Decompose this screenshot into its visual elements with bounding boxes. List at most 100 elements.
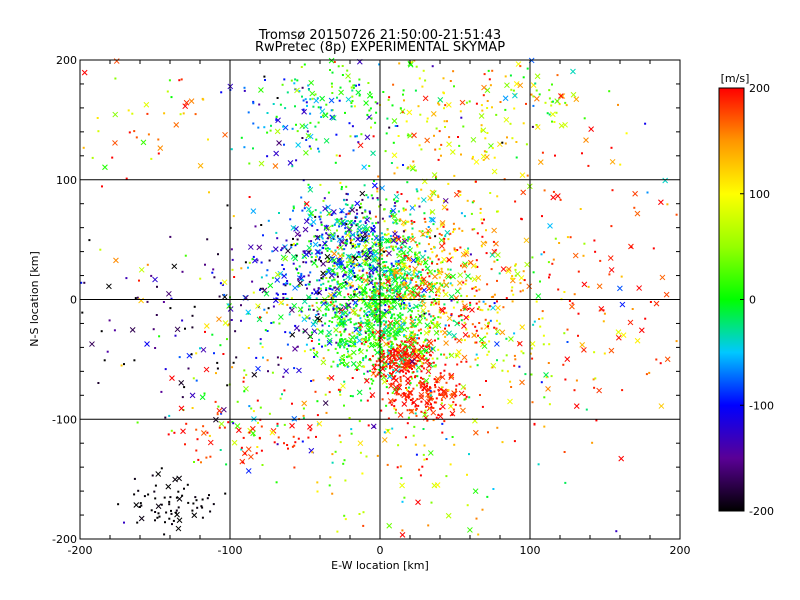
- scatter-cross: [363, 100, 369, 106]
- scatter-dot: [532, 323, 535, 326]
- scatter-dot: [579, 208, 582, 210]
- scatter-dot: [388, 361, 391, 363]
- scatter-dot: [349, 284, 352, 287]
- scatter-dot: [402, 370, 405, 373]
- scatter-cross: [418, 391, 425, 398]
- x-axis-label: E-W location [km]: [331, 559, 429, 572]
- scatter-dot: [644, 122, 647, 125]
- scatter-dot: [375, 256, 377, 259]
- scatter-dot: [284, 331, 287, 334]
- scatter-dot: [331, 224, 334, 227]
- scatter-dot: [229, 226, 232, 229]
- scatter-cross: [352, 309, 358, 315]
- scatter-dot: [340, 304, 343, 307]
- scatter-dot: [420, 376, 422, 379]
- scatter-dot: [412, 273, 415, 276]
- scatter-dot: [396, 166, 399, 169]
- scatter-dot: [435, 381, 438, 384]
- scatter-dot: [358, 513, 361, 515]
- scatter-dot: [490, 268, 493, 271]
- scatter-dot: [465, 360, 468, 363]
- scatter-dot: [169, 235, 172, 238]
- scatter-dot: [336, 315, 339, 318]
- scatter-dot: [463, 321, 466, 324]
- scatter-dot: [101, 185, 103, 188]
- scatter-cross: [410, 236, 416, 243]
- scatter-dot: [350, 239, 352, 242]
- scatter-dot: [304, 283, 307, 286]
- scatter-dot: [375, 304, 377, 307]
- scatter-dot: [361, 472, 364, 475]
- scatter-dot: [402, 207, 405, 210]
- scatter-dot: [471, 228, 474, 231]
- scatter-dot: [392, 342, 394, 345]
- scatter-cross: [444, 229, 451, 236]
- scatter-cross: [301, 400, 308, 407]
- scatter-dot: [282, 375, 285, 378]
- scatter-dot: [383, 301, 386, 304]
- scatter-dot: [452, 306, 455, 309]
- scatter-dot: [411, 233, 414, 236]
- scatter-dot: [344, 111, 346, 114]
- scatter-dot: [352, 307, 355, 310]
- scatter-dot: [392, 249, 395, 252]
- scatter-dot: [370, 378, 373, 381]
- scatter-dot: [414, 341, 417, 344]
- scatter-dot: [194, 113, 197, 116]
- scatter-cross: [399, 259, 406, 265]
- scatter-dot: [325, 232, 328, 235]
- scatter-dot: [460, 264, 462, 267]
- scatter-dot: [356, 223, 359, 226]
- scatter-dot: [555, 111, 558, 114]
- scatter-dot: [290, 79, 293, 82]
- scatter-dot: [316, 279, 319, 282]
- scatter-dot: [349, 395, 352, 397]
- scatter-dot: [206, 431, 209, 434]
- x-tick-labels: -200 -100 0 100 200: [68, 544, 691, 557]
- scatter-dot: [438, 311, 441, 314]
- scatter-dot: [388, 349, 391, 352]
- scatter-dot: [403, 392, 406, 395]
- scatter-dot: [410, 278, 413, 281]
- scatter-dot: [382, 261, 385, 264]
- scatter-cross: [519, 324, 526, 330]
- scatter-dot: [378, 296, 380, 298]
- scatter-dot: [396, 352, 399, 355]
- scatter-dot: [317, 106, 320, 109]
- scatter-dot: [311, 304, 314, 307]
- scatter-dot: [334, 273, 337, 276]
- scatter-dot: [150, 157, 153, 160]
- scatter-dot: [351, 100, 354, 102]
- scatter-cross: [370, 370, 377, 377]
- scatter-dot: [537, 463, 540, 466]
- scatter-dot: [366, 325, 369, 327]
- scatter-dot: [270, 322, 273, 324]
- scatter-cross: [357, 142, 364, 149]
- scatter-cross: [416, 318, 423, 325]
- scatter-dot: [367, 424, 370, 427]
- scatter-cross: [608, 347, 615, 354]
- scatter-cross: [218, 421, 225, 427]
- scatter-cross: [326, 337, 333, 344]
- y-axis-label: N-S location [km]: [28, 251, 41, 347]
- scatter-cross: [172, 476, 178, 483]
- scatter-cross: [517, 82, 524, 89]
- scatter-dot: [154, 511, 157, 513]
- scatter-dot: [413, 365, 415, 368]
- scatter-dot: [351, 284, 354, 287]
- scatter-dot: [374, 241, 376, 244]
- scatter-dot: [382, 286, 385, 289]
- scatter-dot: [535, 89, 538, 92]
- scatter-dot: [127, 109, 130, 112]
- scatter-dot: [466, 504, 469, 507]
- scatter-dot: [312, 308, 315, 311]
- scatter-dot: [279, 103, 282, 106]
- scatter-dot: [308, 88, 310, 91]
- scatter-dot: [260, 449, 263, 452]
- scatter-dot: [338, 434, 341, 437]
- scatter-dot: [406, 369, 409, 372]
- scatter-cross: [191, 512, 198, 519]
- scatter-dot: [194, 496, 197, 499]
- scatter-cross: [276, 140, 282, 146]
- scatter-dot: [236, 400, 239, 403]
